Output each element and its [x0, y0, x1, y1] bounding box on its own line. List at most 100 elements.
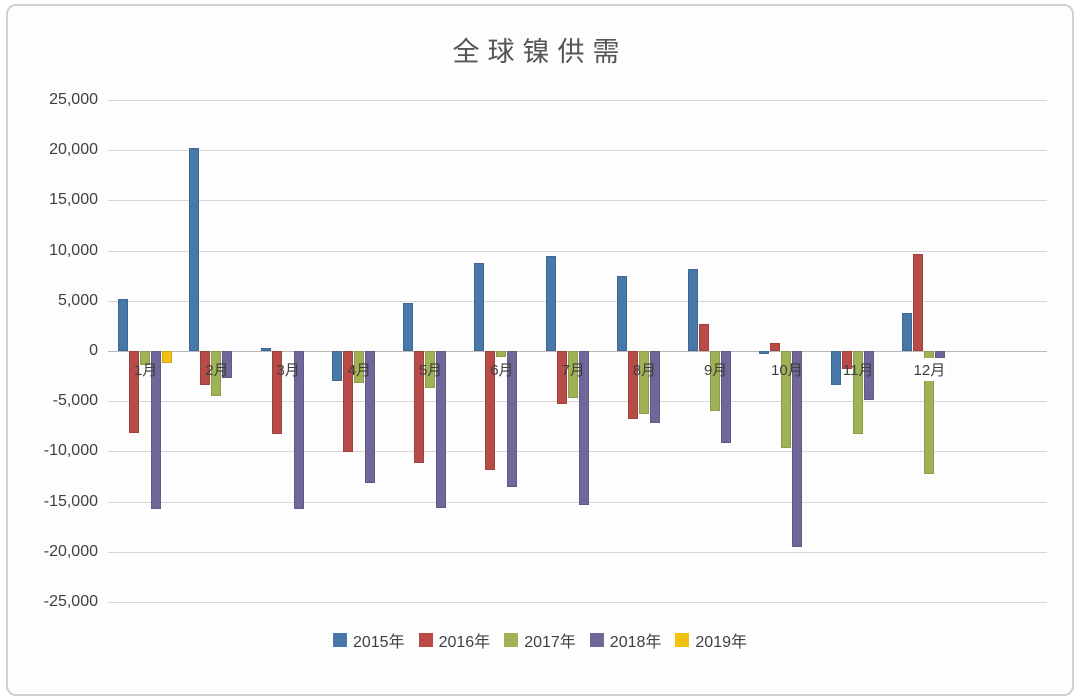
- bar-2015年-6月: [474, 262, 485, 351]
- bar-2017年-5月: [425, 351, 436, 389]
- bar-2015年-2月: [189, 148, 200, 351]
- legend-swatch-icon: [418, 633, 433, 647]
- bar-2018年-10月: [792, 351, 803, 547]
- legend-swatch-icon: [675, 633, 690, 647]
- bar-2015年-1月: [118, 298, 129, 351]
- bar-2016年-12月: [912, 253, 923, 351]
- bar-2018年-3月: [293, 351, 304, 509]
- y-axis-tick-label: 20,000: [49, 141, 98, 159]
- bar-2015年-3月: [260, 347, 271, 351]
- bar-2016年-2月: [200, 351, 211, 386]
- legend-swatch-icon: [504, 633, 519, 647]
- bar-2015年-9月: [688, 268, 699, 351]
- gridline: [108, 401, 1047, 403]
- y-axis-tick-label: -25,000: [43, 593, 98, 610]
- gridline: [108, 300, 1047, 302]
- x-axis-label: 12月: [911, 358, 948, 381]
- bar-2016年-3月: [271, 351, 282, 435]
- legend-label: 2017年: [524, 634, 576, 651]
- bar-2016年-5月: [414, 351, 425, 464]
- bar-2018年-11月: [863, 351, 874, 401]
- bar-2018年-4月: [364, 351, 375, 483]
- x-axis-label: 8月: [632, 362, 657, 379]
- x-axis-label: 1月: [133, 362, 158, 379]
- legend-label: 2015年: [352, 634, 405, 651]
- legend-swatch-icon: [589, 633, 604, 647]
- y-axis-tick-label: -20,000: [43, 542, 98, 560]
- x-axis-label: 7月: [561, 362, 585, 379]
- y-axis-tick-label: -15,000: [43, 492, 98, 510]
- gridline: [108, 551, 1047, 553]
- y-axis-tick-label: -5,000: [52, 392, 98, 410]
- y-axis-tick-label: -10,000: [43, 442, 98, 460]
- bar-2015年-4月: [331, 351, 342, 382]
- legend-label: 2016年: [438, 634, 491, 651]
- bar-2017年-8月: [638, 351, 649, 415]
- bar-2015年-10月: [759, 351, 770, 354]
- bar-2015年-11月: [830, 351, 841, 386]
- bar-2017年-1月: [140, 351, 151, 366]
- legend-swatch-icon: [332, 633, 347, 647]
- bar-2016年-6月: [485, 351, 496, 471]
- y-axis-tick-label: 5,000: [57, 291, 98, 309]
- legend-item: 2016年: [418, 628, 491, 652]
- chart-frame: [6, 4, 1074, 696]
- x-axis-label: 4月: [347, 362, 372, 379]
- y-axis-tick-label: 15,000: [49, 191, 98, 209]
- x-axis-label: 9月: [703, 362, 728, 379]
- legend-item: 2015年: [332, 628, 405, 652]
- bar-2018年-9月: [721, 351, 732, 444]
- gridline: [108, 602, 1047, 603]
- bar-2018年-6月: [507, 351, 518, 487]
- bar-2019年-1月: [162, 351, 173, 364]
- bar-2016年-10月: [770, 342, 781, 351]
- bar-2016年-9月: [699, 323, 710, 351]
- y-axis-tick-label: 10,000: [49, 241, 98, 259]
- bar-2015年-8月: [616, 275, 627, 351]
- bar-2018年-12月: [934, 351, 945, 359]
- legend-item: 2019年: [675, 628, 747, 652]
- x-axis-label: 5月: [418, 362, 443, 379]
- y-axis-tick-label: 0: [89, 342, 98, 359]
- bar-2016年-11月: [841, 351, 852, 370]
- legend-label: 2019年: [695, 634, 748, 651]
- bar-2017年-6月: [496, 351, 507, 358]
- gridline: [108, 451, 1047, 453]
- gridline: [108, 200, 1047, 202]
- legend-label: 2018年: [609, 634, 662, 651]
- bar-2018年-2月: [222, 351, 233, 379]
- bar-2018年-8月: [649, 351, 660, 424]
- bar-2016年-8月: [627, 351, 638, 420]
- x-axis-label: 3月: [276, 362, 300, 379]
- bar-2017年-4月: [353, 351, 364, 384]
- y-axis-tick-label: 25,000: [49, 91, 98, 108]
- bar-2017年-12月: [923, 351, 934, 475]
- bar-2018年-1月: [151, 351, 162, 509]
- gridline: [108, 250, 1047, 252]
- bar-2017年-7月: [567, 351, 578, 399]
- gridline: [108, 100, 1047, 101]
- chart-legend: 2015年 2016年 2017年 2018年 2019年: [0, 628, 1080, 652]
- legend-item: 2017年: [504, 628, 576, 652]
- bar-2018年-5月: [436, 351, 447, 508]
- bar-2017年-10月: [781, 351, 792, 449]
- bar-2018年-7月: [578, 351, 589, 505]
- bar-2015年-5月: [403, 302, 414, 351]
- gridline: [108, 150, 1047, 152]
- bar-2016年-7月: [556, 351, 567, 405]
- x-axis-label: 11月: [842, 362, 874, 379]
- bar-2017年-11月: [852, 351, 863, 435]
- x-axis-label: 2月: [205, 362, 229, 379]
- bar-2017年-2月: [211, 351, 222, 397]
- bar-2017年-9月: [710, 351, 721, 412]
- bar-2015年-12月: [901, 312, 912, 351]
- bar-2016年-4月: [342, 351, 353, 453]
- bar-2015年-7月: [545, 255, 556, 351]
- gridline: [108, 501, 1047, 503]
- x-axis-label: 6月: [490, 362, 514, 379]
- x-axis-label: 10月: [771, 362, 803, 379]
- bar-2016年-1月: [129, 351, 140, 434]
- legend-item: 2018年: [589, 628, 662, 652]
- chart-title: 全球镍供需: [452, 37, 628, 67]
